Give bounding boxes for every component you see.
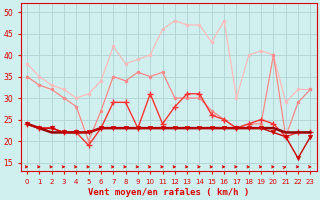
X-axis label: Vent moyen/en rafales ( km/h ): Vent moyen/en rafales ( km/h ) xyxy=(88,188,249,197)
